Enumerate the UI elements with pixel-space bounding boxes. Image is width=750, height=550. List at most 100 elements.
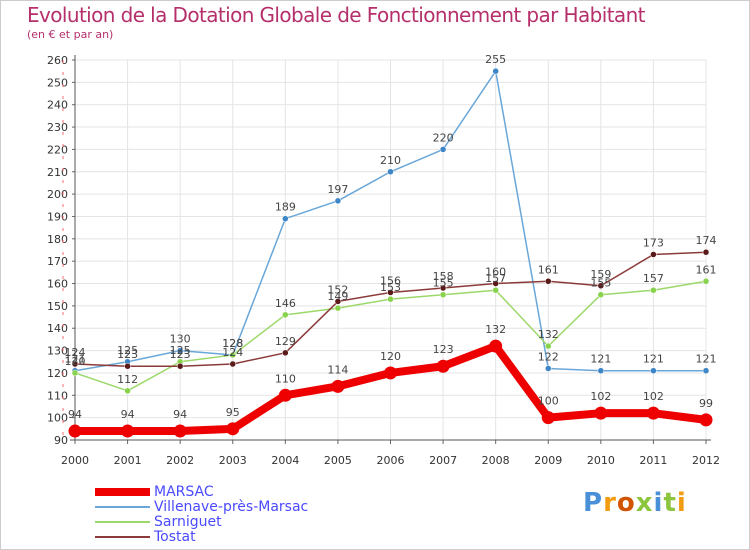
data-label-tostat-2010: 159 [590, 268, 611, 281]
data-label-marsac-2004: 110 [275, 372, 296, 385]
data-label-villenave-pr-s-marsac-2004: 189 [275, 201, 296, 214]
legend-swatch-villenave [95, 506, 150, 508]
data-label-marsac-2010: 102 [590, 390, 611, 403]
data-label-villenave-pr-s-marsac-2005: 197 [327, 183, 348, 196]
y-tick-label-230: 230 [47, 121, 68, 134]
data-label-tostat-2001: 123 [117, 348, 138, 361]
legend-item-sarniguet[interactable]: Sarniguet [95, 514, 222, 530]
y-tick-label-100: 100 [47, 412, 68, 425]
data-label-marsac-2006: 120 [380, 350, 401, 363]
data-label-marsac-2011: 102 [643, 390, 664, 403]
y-tick-label-140: 140 [47, 322, 68, 335]
logo-letter: i [676, 488, 687, 518]
y-tick-label-120: 120 [47, 367, 68, 380]
x-tick-label-2005: 2005 [324, 454, 352, 467]
point-sarniguet-2009 [545, 342, 552, 350]
point-villenave-pr-s-marsac-2011 [650, 367, 657, 374]
legend-item-tostat[interactable]: Tostat [95, 529, 196, 545]
legend-item-marsac[interactable]: MARSAC [95, 484, 214, 500]
data-label-marsac-2007: 123 [433, 343, 454, 356]
axes: 9010011012013014015016017018019020021022… [47, 54, 720, 467]
x-tick-label-2000: 2000 [61, 454, 89, 467]
data-label-villenave-pr-s-marsac-2002: 130 [170, 333, 191, 346]
point-sarniguet-2000 [71, 369, 79, 377]
x-tick-label-2007: 2007 [429, 454, 457, 467]
point-tostat-2011 [650, 251, 657, 258]
legend-item-villenave[interactable]: Villenave-près-Marsac [95, 499, 308, 515]
y-tick-label-220: 220 [47, 143, 68, 156]
data-label-tostat-2004: 129 [275, 335, 296, 348]
point-villenave-pr-s-marsac-2006 [387, 168, 394, 176]
data-label-villenave-pr-s-marsac-2009: 122 [538, 350, 559, 363]
x-tick-label-2006: 2006 [377, 454, 405, 467]
chart-subtitle: (en € et par an) [27, 28, 114, 41]
data-label-sarniguet-2012: 161 [696, 263, 717, 276]
data-label-tostat-2009: 161 [538, 263, 559, 276]
point-sarniguet-2010 [597, 291, 605, 298]
y-tick-label-110: 110 [47, 389, 68, 402]
point-marsac-2009 [541, 411, 555, 425]
chart-title: Evolution de la Dotation Globale de Fonc… [27, 3, 646, 27]
data-label-tostat-2012: 174 [696, 234, 717, 247]
y-tick-label-150: 150 [47, 300, 68, 313]
y-tick-label-160: 160 [47, 278, 68, 291]
data-label-villenave-pr-s-marsac-2006: 210 [380, 154, 401, 167]
data-label-villenave-pr-s-marsac-2003: 128 [222, 337, 243, 350]
logo-letter: x [635, 488, 654, 518]
data-label-tostat-2006: 156 [380, 274, 401, 287]
point-tostat-2004 [282, 349, 289, 357]
data-label-villenave-pr-s-marsac-2012: 121 [696, 353, 717, 366]
x-tick-label-2001: 2001 [114, 454, 142, 467]
data-label-villenave-pr-s-marsac-2001: 125 [117, 344, 138, 357]
point-marsac-2008 [489, 339, 503, 353]
data-label-marsac-2005: 114 [327, 363, 348, 376]
y-tick-label-210: 210 [47, 166, 68, 179]
data-label-sarniguet-2004: 146 [275, 297, 296, 310]
x-tick-label-2010: 2010 [587, 454, 615, 467]
y-tick-label-200: 200 [47, 188, 68, 201]
point-tostat-2003 [229, 360, 236, 368]
point-villenave-pr-s-marsac-2005 [334, 197, 342, 205]
logo-letter: t [663, 488, 677, 518]
data-label-sarniguet-2007: 155 [433, 277, 454, 290]
y-tick-label-90: 90 [54, 434, 68, 447]
data-label-marsac-2000: 94 [68, 408, 82, 421]
point-sarniguet-2011 [650, 286, 657, 294]
point-marsac-2001 [121, 424, 135, 438]
data-label-tostat-2000: 124 [65, 346, 86, 359]
point-sarniguet-2006 [387, 295, 394, 303]
point-villenave-pr-s-marsac-2009 [545, 365, 552, 372]
data-label-tostat-2011: 173 [643, 236, 664, 249]
data-label-sarniguet-2000: 120 [65, 355, 86, 368]
y-tick-label-130: 130 [47, 345, 68, 358]
point-tostat-2005 [334, 298, 342, 305]
data-label-villenave-pr-s-marsac-2007: 220 [433, 131, 454, 144]
data-label-sarniguet-2005: 149 [327, 290, 348, 303]
legend-label-tostat: Tostat [154, 529, 196, 545]
point-sarniguet-2004 [282, 311, 289, 319]
point-sarniguet-2007 [439, 291, 447, 298]
point-tostat-2008 [492, 280, 499, 287]
point-marsac-2003 [226, 422, 240, 436]
data-label-sarniguet-2001: 112 [117, 373, 138, 386]
y-tick-label-250: 250 [47, 76, 68, 89]
y-tick-label-240: 240 [47, 99, 68, 112]
logo-letter: o [616, 488, 636, 518]
data-label-tostat-2007: 158 [433, 270, 454, 283]
point-tostat-2009 [545, 278, 552, 285]
legend-swatch-marsac [95, 488, 150, 496]
legend-label-marsac: MARSAC [154, 484, 214, 500]
point-villenave-pr-s-marsac-2004 [282, 215, 289, 222]
data-label-sarniguet-2002: 125 [170, 344, 191, 357]
x-tick-label-2011: 2011 [639, 454, 667, 467]
point-sarniguet-2003 [229, 351, 236, 359]
data-label-sarniguet-2010: 155 [590, 277, 611, 290]
point-tostat-2012 [702, 248, 710, 256]
x-tick-label-2004: 2004 [271, 454, 299, 467]
point-tostat-2007 [439, 284, 447, 292]
data-label-tostat-2003: 124 [222, 346, 243, 359]
point-sarniguet-2005 [334, 304, 342, 312]
data-label-tostat-2008: 160 [485, 266, 506, 279]
data-label-marsac-2002: 94 [173, 408, 187, 421]
point-marsac-2010 [594, 406, 608, 420]
